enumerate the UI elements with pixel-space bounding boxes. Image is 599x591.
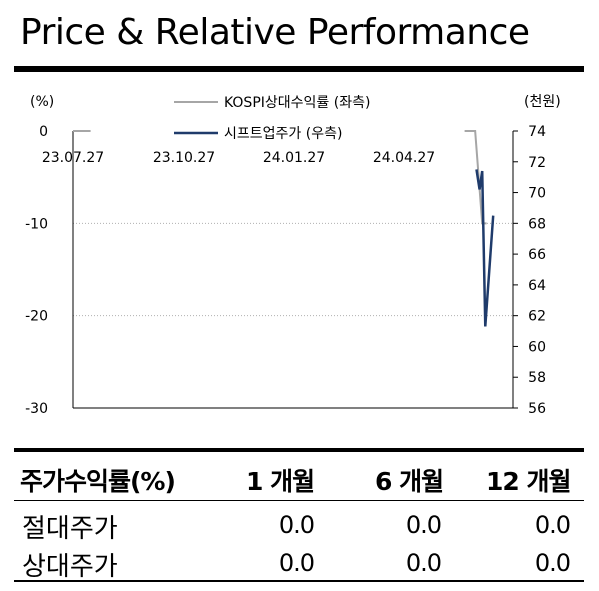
axes bbox=[72, 131, 514, 409]
series-lines bbox=[73, 130, 495, 327]
table-cell: 0.0 bbox=[405, 511, 442, 539]
right-tick-label: 74 bbox=[528, 124, 546, 140]
left-tick-label: -30 bbox=[25, 401, 48, 417]
table-rule-mid bbox=[14, 500, 584, 501]
right-tick-label: 62 bbox=[528, 309, 546, 325]
table-header-6m: 6 개월 bbox=[375, 467, 444, 496]
table-header-1m: 1 개월 bbox=[246, 467, 315, 496]
legend: KOSPI상대수익률 (좌측) 시프트업주가 (우측) bbox=[174, 95, 370, 142]
x-axis-ticks: 23.07.27 23.10.27 24.01.27 24.04.27 bbox=[42, 150, 435, 166]
title-rule bbox=[14, 66, 584, 72]
x-tick-label: 23.07.27 bbox=[42, 150, 104, 166]
table-cell: 0.0 bbox=[534, 549, 571, 577]
right-axis-ticks: 74 72 70 68 66 64 62 60 58 56 bbox=[513, 124, 546, 417]
legend-label: KOSPI상대수익률 (좌측) bbox=[224, 95, 370, 111]
right-tick-label: 58 bbox=[528, 370, 546, 386]
table-row-label: 절대주가 bbox=[22, 514, 118, 544]
table-cell: 0.0 bbox=[278, 549, 315, 577]
right-tick-label: 70 bbox=[528, 186, 546, 202]
series-line-price bbox=[475, 169, 495, 327]
x-tick-label: 23.10.27 bbox=[153, 150, 215, 166]
price-relative-chart: 0 -10 -20 -30 74 72 70 68 66 64 62 60 58 56 23.07.27… bbox=[25, 94, 561, 417]
right-tick-label: 64 bbox=[528, 278, 546, 294]
right-tick-label: 66 bbox=[528, 247, 546, 263]
table-rule-bottom bbox=[14, 580, 584, 582]
right-tick-label: 72 bbox=[528, 155, 546, 171]
table-row-label: 상대주가 bbox=[22, 552, 118, 582]
x-tick-label: 24.01.27 bbox=[263, 150, 325, 166]
table-header-label: 주가수익률(%) bbox=[20, 467, 176, 496]
left-axis-ticks: 0 -10 -20 -30 bbox=[25, 124, 48, 417]
left-tick-label: -20 bbox=[25, 309, 48, 325]
legend-label: 시프트업주가 (우측) bbox=[224, 126, 342, 142]
table-cell: 0.0 bbox=[534, 511, 571, 539]
right-tick-label: 56 bbox=[528, 401, 546, 417]
left-tick-label: 0 bbox=[39, 124, 48, 140]
table-rule-top bbox=[14, 448, 584, 452]
left-tick-label: -10 bbox=[25, 216, 48, 232]
table-cell: 0.0 bbox=[278, 511, 315, 539]
table-header-12m: 12 개월 bbox=[486, 467, 571, 496]
right-tick-label: 68 bbox=[528, 216, 546, 232]
right-axis-unit: (천원) bbox=[524, 94, 561, 110]
grid-lines bbox=[73, 222, 513, 317]
table-cell: 0.0 bbox=[405, 549, 442, 577]
right-tick-label: 60 bbox=[528, 339, 546, 355]
left-axis-unit: (%) bbox=[30, 94, 54, 110]
chart-title: Price & Relative Performance bbox=[20, 12, 530, 53]
x-tick-label: 24.04.27 bbox=[373, 150, 435, 166]
